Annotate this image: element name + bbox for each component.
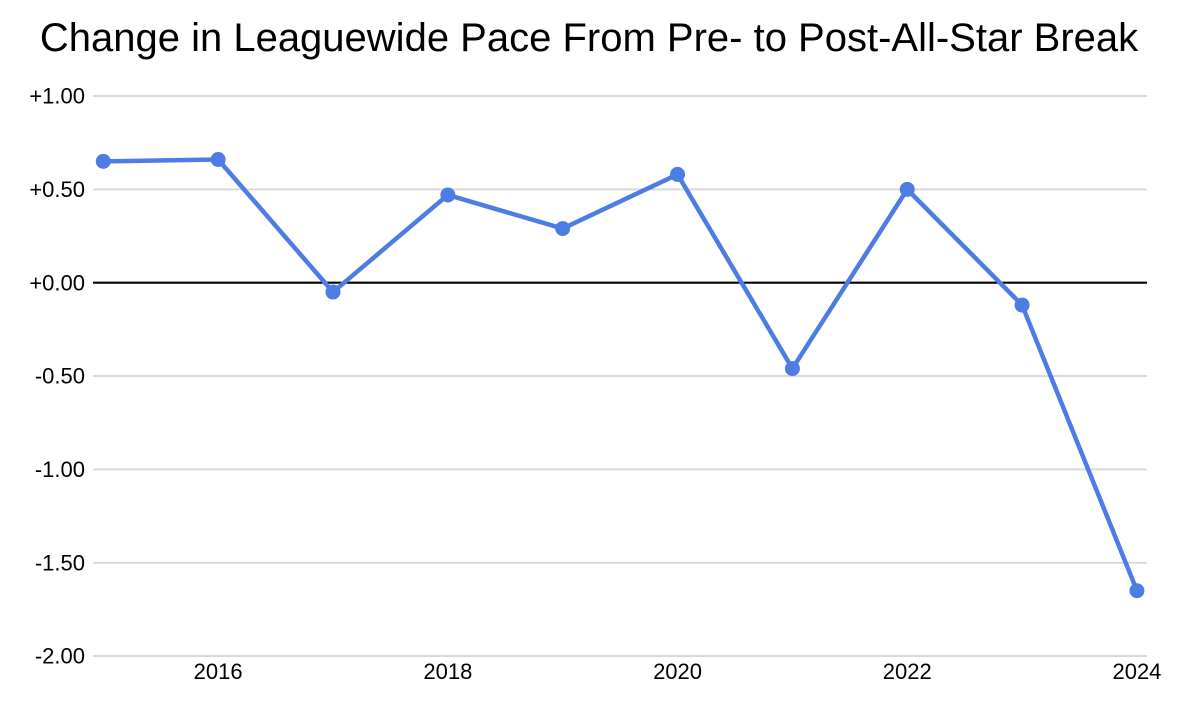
data-point-2021 [784, 361, 800, 377]
data-point-2015 [95, 153, 111, 169]
x-tick-label: 2018 [423, 659, 472, 684]
y-tick-label: -1.50 [35, 550, 85, 575]
pace-change-line [101, 157, 1140, 593]
y-tick-label: +0.00 [29, 270, 85, 295]
x-tick-label: 2020 [653, 659, 702, 684]
chart-title: Change in Leaguewide Pace From Pre- to P… [39, 16, 1139, 60]
x-tick-label: 2016 [194, 659, 243, 684]
data-point-2023 [1014, 297, 1030, 313]
y-tick-label: +1.00 [29, 84, 85, 109]
data-point-2017 [325, 284, 341, 300]
data-point-2016 [210, 151, 226, 167]
x-tick-label: 2024 [1112, 659, 1161, 684]
data-point-2020 [670, 166, 686, 182]
y-tick-label: -0.50 [35, 364, 85, 389]
y-tick-label: -2.00 [35, 644, 85, 669]
data-point-2022 [899, 181, 915, 197]
y-tick-label: +0.50 [29, 177, 85, 202]
x-tick-label: 2022 [883, 659, 932, 684]
y-tick-label: -1.00 [35, 457, 85, 482]
data-point-2019 [555, 221, 571, 237]
data-point-2024 [1129, 583, 1145, 599]
data-point-2018 [440, 187, 456, 203]
